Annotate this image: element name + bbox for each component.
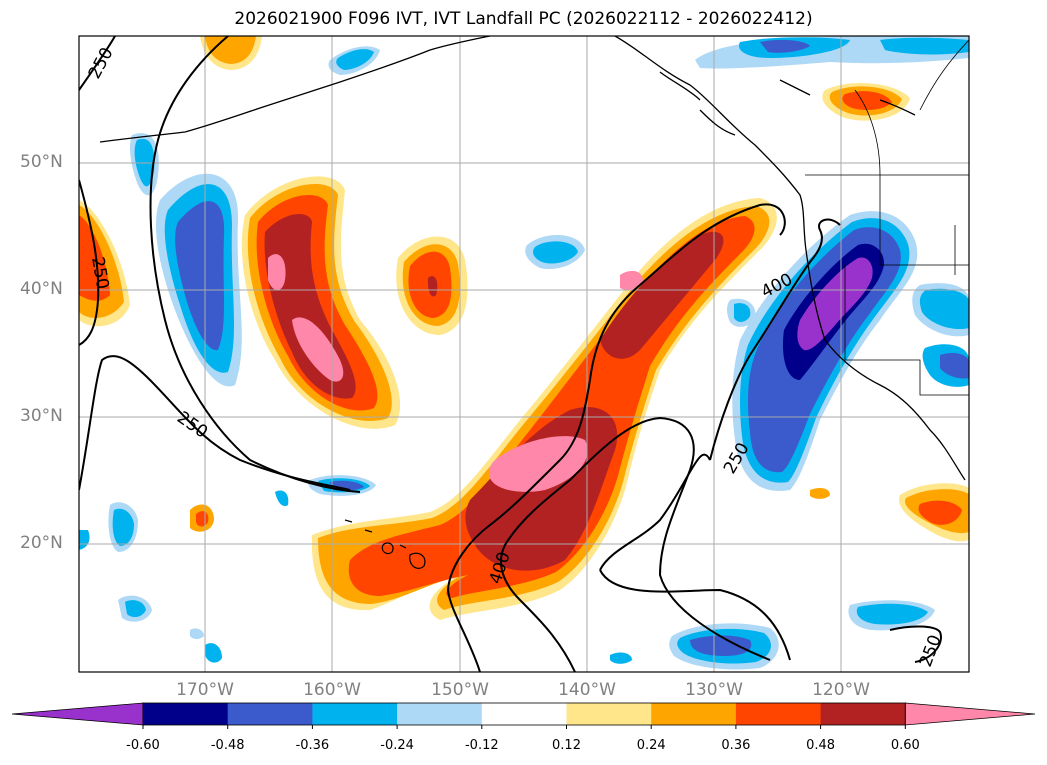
colorbar-segment: [397, 703, 483, 725]
ivt-contours: [79, 36, 942, 672]
colorbar-frame: [142, 702, 906, 726]
lon-label-150w: 150°W: [431, 680, 489, 700]
hawaii-islands: [344, 519, 426, 569]
colorbar-extend-left: [11, 702, 144, 726]
colorbar-tick-label: 0.24: [636, 738, 666, 753]
lat-label-20n: 20°N: [20, 533, 63, 553]
colorbar-segment: [651, 703, 737, 725]
map-title: 2026021900 F096 IVT, IVT Landfall PC (20…: [234, 9, 813, 29]
lat-label-40n: 40°N: [20, 279, 63, 299]
borders: [805, 39, 969, 396]
colorbar-tick-label: -0.36: [295, 738, 330, 753]
colorbar-tick-label: 0.48: [806, 738, 836, 753]
colorbar-extend-right: [904, 702, 1036, 726]
lat-label-50n: 50°N: [20, 152, 63, 172]
plot-frame: [78, 35, 970, 673]
colorbar-segment: [227, 703, 313, 725]
lon-label-160w: 160°W: [303, 680, 361, 700]
colorbar-segment: [481, 703, 567, 725]
coastlines: [99, 36, 966, 481]
colorbar-tick-label: 0.36: [721, 738, 751, 753]
colorbar: [11, 702, 1036, 729]
colorbar-tick-label: 0.12: [552, 738, 581, 753]
colorbar-segment: [735, 703, 822, 725]
lon-label-170w: 170°W: [176, 680, 234, 700]
lon-label-120w: 120°W: [812, 680, 870, 700]
lon-label-140w: 140°W: [558, 680, 616, 700]
colorbar-tick-label: -0.24: [380, 738, 414, 753]
colorbar-segment: [143, 703, 229, 725]
colorbar-tick-label: 0.60: [890, 738, 920, 753]
colorbar-tick-label: -0.60: [126, 738, 160, 753]
colorbar-segment: [312, 703, 398, 725]
gridlines: [79, 36, 969, 672]
colorbar-tick-label: -0.12: [464, 738, 499, 753]
ivt-field-layer: [79, 36, 969, 672]
colorbar-segment: [566, 703, 652, 725]
colorbar-segment: [820, 703, 906, 725]
lon-label-130w: 130°W: [685, 680, 743, 700]
lat-label-30n: 30°N: [20, 406, 63, 426]
colorbar-tick-label: -0.48: [210, 738, 245, 753]
